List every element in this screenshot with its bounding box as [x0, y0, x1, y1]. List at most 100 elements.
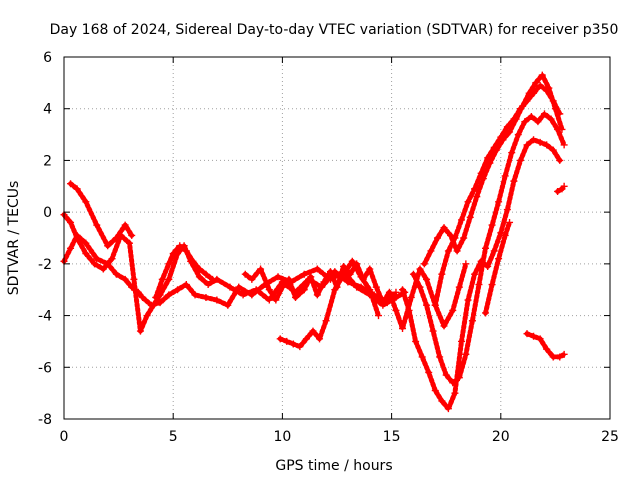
data-point — [150, 301, 158, 309]
data-point — [556, 110, 564, 118]
data-point — [516, 156, 524, 164]
data-point — [195, 273, 203, 281]
y-tick-label: 0 — [43, 205, 52, 221]
data-point — [530, 89, 538, 97]
data-point — [112, 234, 120, 242]
data-point — [488, 281, 496, 289]
data-point — [471, 185, 479, 193]
data-point — [473, 193, 481, 201]
data-point — [523, 97, 531, 105]
x-axis-label: GPS time / hours — [275, 458, 392, 474]
satellite-pass-4 — [152, 242, 217, 301]
satellite-pass-10-trace — [432, 82, 563, 308]
data-point — [191, 291, 199, 299]
data-point — [296, 343, 304, 351]
data-point — [126, 239, 134, 247]
data-point — [239, 291, 247, 299]
data-point — [99, 265, 107, 273]
data-point — [136, 327, 144, 335]
data-point — [427, 247, 435, 255]
data-point — [420, 260, 428, 268]
data-point — [457, 337, 465, 345]
data-point — [556, 156, 564, 164]
data-point — [457, 216, 465, 224]
data-point — [521, 118, 529, 126]
y-tick-label: -8 — [38, 412, 52, 428]
y-tick-label: 2 — [43, 153, 52, 169]
data-point — [202, 293, 210, 301]
data-point — [93, 221, 101, 229]
satellite-pass-11 — [482, 218, 514, 317]
x-tick-label: 10 — [273, 429, 291, 445]
data-point — [451, 389, 459, 397]
data-point — [503, 123, 511, 131]
data-point — [423, 301, 431, 309]
data-point — [558, 125, 566, 133]
x-tick-label: 5 — [169, 429, 178, 445]
data-point — [320, 278, 328, 286]
satellite-pass-8 — [409, 110, 568, 387]
data-point — [523, 141, 531, 149]
data-point — [440, 322, 448, 330]
data-point — [530, 136, 538, 144]
data-point — [423, 275, 431, 283]
data-point — [549, 353, 557, 361]
data-point — [501, 172, 509, 180]
data-point — [67, 218, 75, 226]
data-point — [108, 255, 116, 263]
data-point — [503, 206, 511, 214]
data-point — [508, 149, 516, 157]
data-point — [82, 250, 90, 258]
x-tick-label: 25 — [601, 429, 619, 445]
data-point — [265, 296, 273, 304]
data-point — [560, 141, 568, 149]
y-tick-label: 4 — [43, 102, 52, 118]
data-point — [82, 239, 90, 247]
data-point — [447, 231, 455, 239]
data-point — [425, 368, 433, 376]
data-point — [482, 309, 490, 317]
data-point — [547, 115, 555, 123]
data-point — [278, 283, 286, 291]
data-point — [241, 270, 249, 278]
data-point — [257, 265, 265, 273]
data-point — [466, 213, 474, 221]
data-point — [348, 257, 356, 265]
data-point — [73, 185, 81, 193]
satellite-pass-8-trace — [410, 111, 567, 386]
data-point — [213, 296, 221, 304]
data-point — [366, 265, 374, 273]
data-point — [429, 327, 437, 335]
data-point — [444, 405, 452, 413]
data-point — [554, 187, 562, 195]
data-point — [302, 335, 310, 343]
data-point — [309, 327, 317, 335]
data-point — [82, 198, 90, 206]
data-point — [224, 301, 232, 309]
data-point — [202, 270, 210, 278]
data-point — [462, 260, 470, 268]
data-point — [495, 255, 503, 263]
data-point — [530, 332, 538, 340]
data-point — [440, 224, 448, 232]
satellite-pass-3 — [67, 180, 136, 250]
data-point — [407, 293, 415, 301]
data-point — [464, 198, 472, 206]
x-tick-label: 0 — [60, 429, 69, 445]
data-point — [451, 234, 459, 242]
data-point — [209, 275, 217, 283]
data-point — [307, 273, 315, 281]
data-point — [139, 293, 147, 301]
data-point — [527, 112, 535, 120]
data-point — [510, 115, 518, 123]
data-point — [540, 110, 548, 118]
data-point — [104, 242, 112, 250]
data-point — [274, 273, 282, 281]
satellite-pass-5 — [241, 260, 470, 332]
data-point — [438, 270, 446, 278]
satellite-pass-6 — [276, 257, 382, 351]
data-point — [204, 281, 212, 289]
data-point — [449, 379, 457, 387]
satellite-pass-12 — [523, 330, 568, 361]
data-point — [93, 255, 101, 263]
